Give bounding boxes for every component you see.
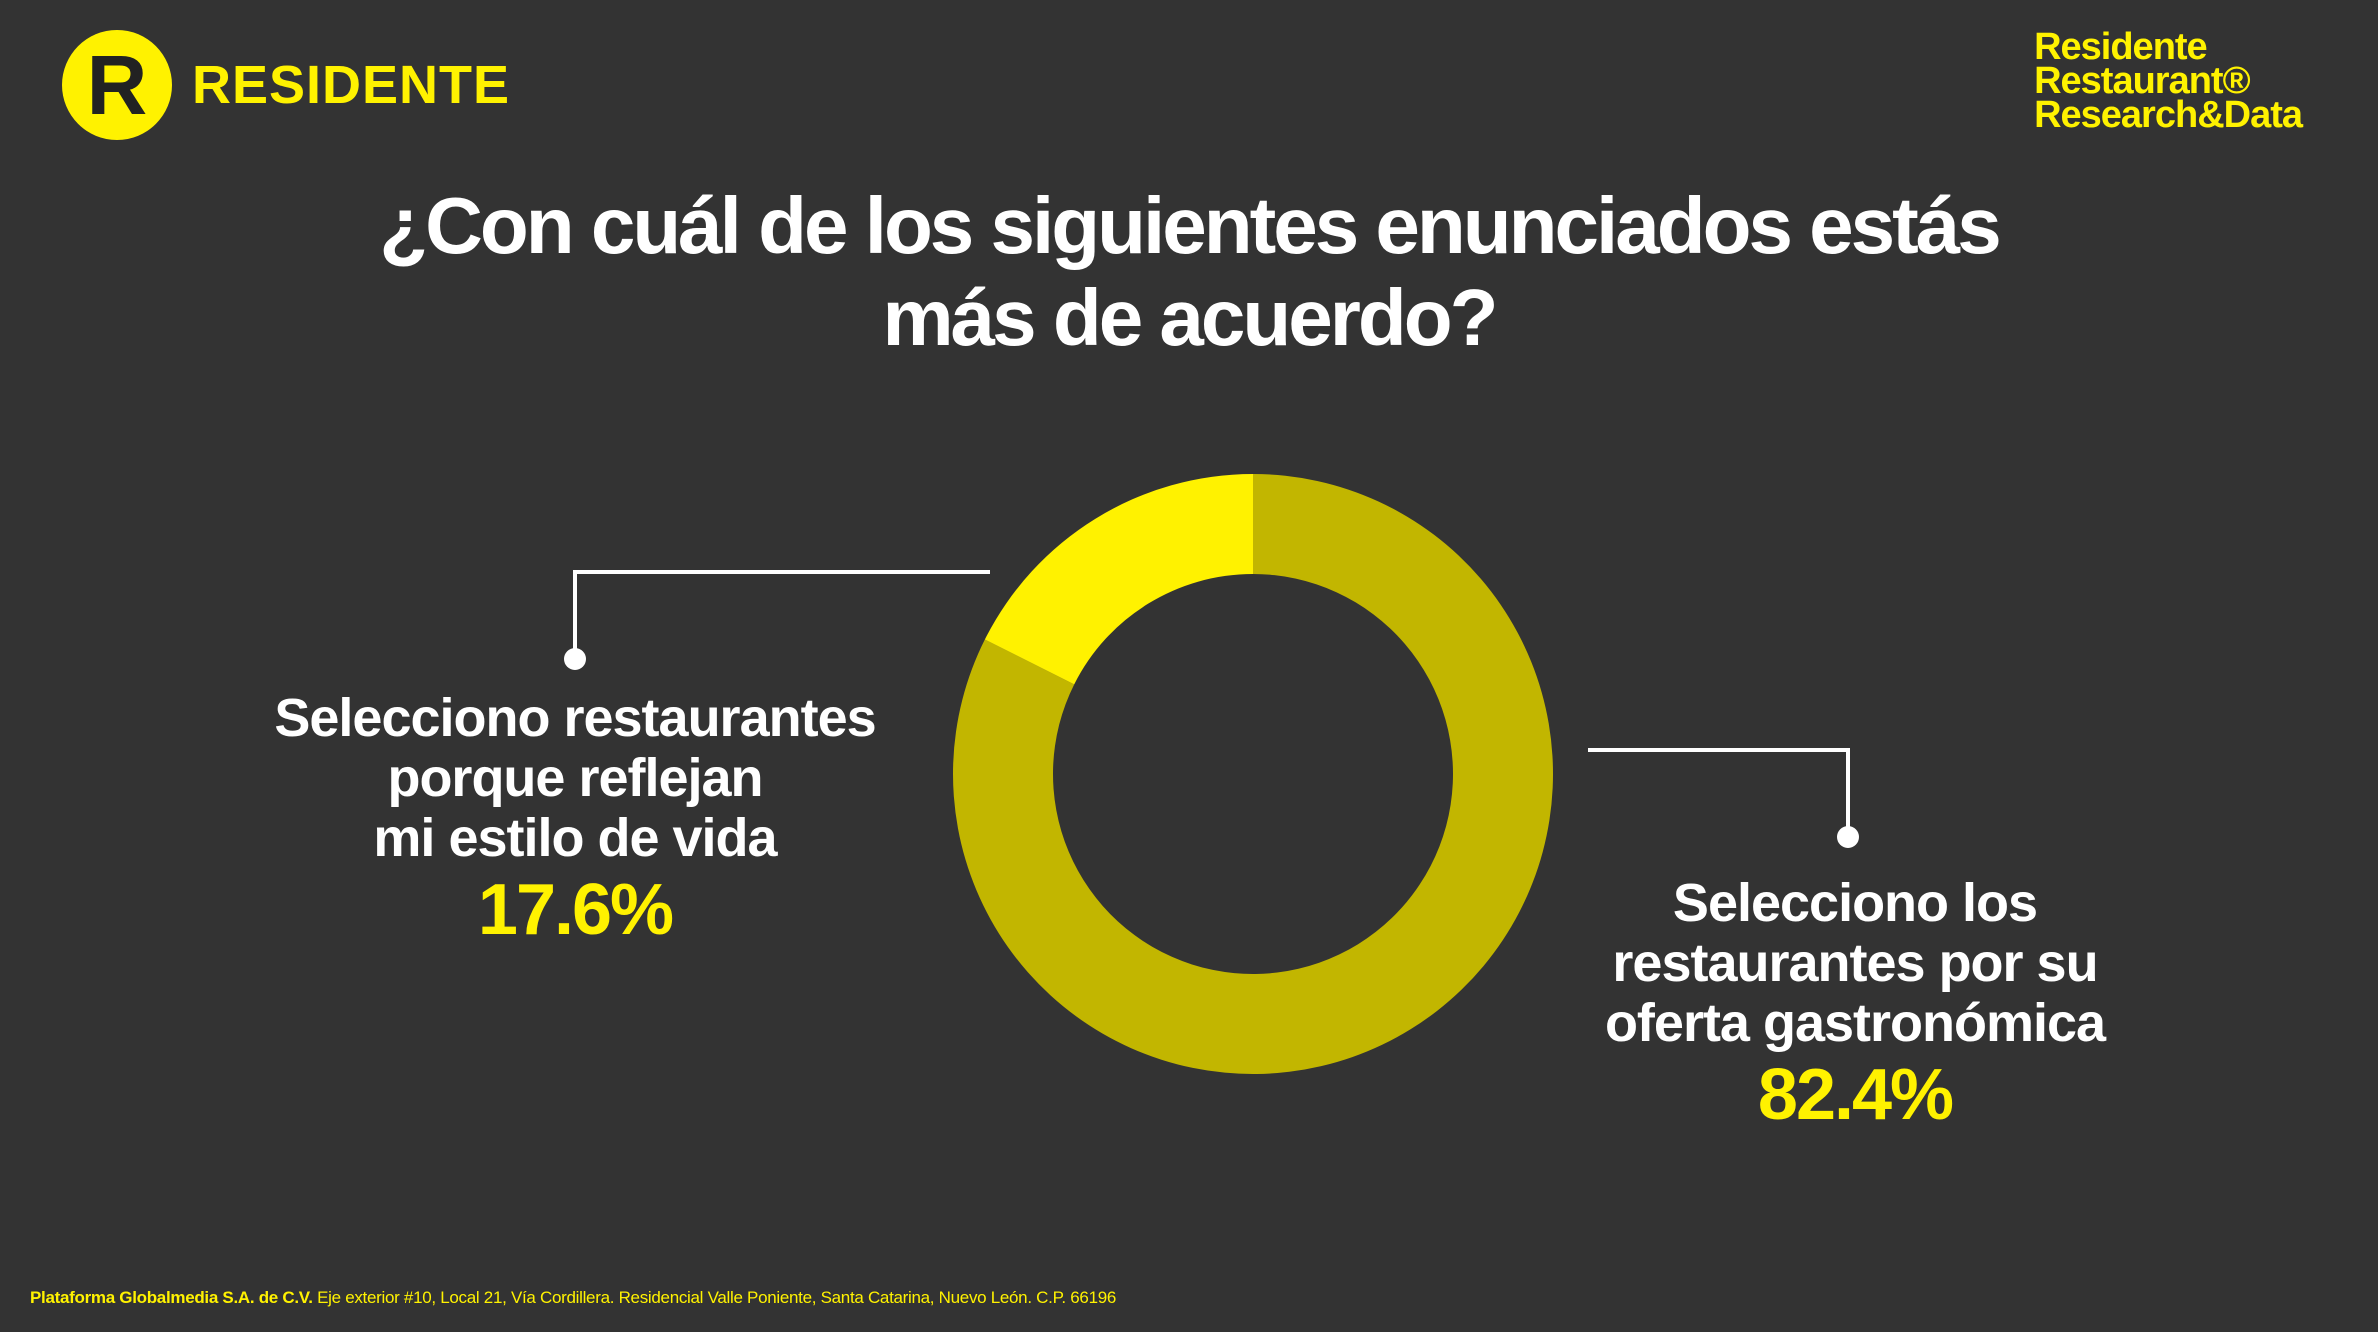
callout-right-percentage: 82.4% (1757, 1055, 1954, 1135)
research-logo-line-3: Research&Data (2034, 94, 2303, 136)
donut-slice-estilo-de-vida (984, 474, 1253, 685)
research-logo-line-1: Residente (2034, 26, 2208, 68)
leader-line-right (1588, 748, 1859, 848)
callout-right: Selecciono los restaurantes por su ofert… (1520, 873, 2190, 1137)
residente-logo-word: RESIDENTE (192, 55, 511, 115)
research-data-logo: Residente Restaurant® Research&Data (2034, 26, 2303, 136)
residente-logo-mark: R (62, 30, 172, 140)
callout-right-line-2: restaurantes por su (1612, 933, 2098, 993)
chart-title-line-2: más de acuerdo? (882, 273, 1498, 362)
chart-title-line-1: ¿Con cuál de los siguientes enunciados e… (379, 181, 2002, 270)
footer: Plataforma Globalmedia S.A. de C.V. Eje … (30, 1288, 1116, 1308)
chart-title: ¿Con cuál de los siguientes enunciados e… (0, 180, 2378, 364)
callout-left-percentage: 17.6% (477, 870, 674, 950)
callout-left-line-1: Selecciono restaurantes (274, 688, 876, 748)
leader-line-left (564, 570, 990, 670)
callout-left-line-2: porque reflejan (387, 748, 763, 808)
callout-right-line-3: oferta gastronómica (1604, 993, 2106, 1053)
callout-right-line-1: Selecciono los (1672, 873, 2038, 933)
footer-address: Eje exterior #10, Local 21, Vía Cordille… (312, 1288, 1117, 1307)
footer-company: Plataforma Globalmedia S.A. de C.V. (30, 1288, 313, 1307)
callout-left: Selecciono restaurantes porque reflejan … (220, 688, 930, 952)
research-logo-line-2: Restaurant® (2034, 60, 2250, 102)
residente-logo: R RESIDENTE (62, 30, 510, 140)
callout-left-line-3: mi estilo de vida (373, 808, 777, 868)
donut-slice-oferta-gastronomica (953, 474, 1553, 1074)
